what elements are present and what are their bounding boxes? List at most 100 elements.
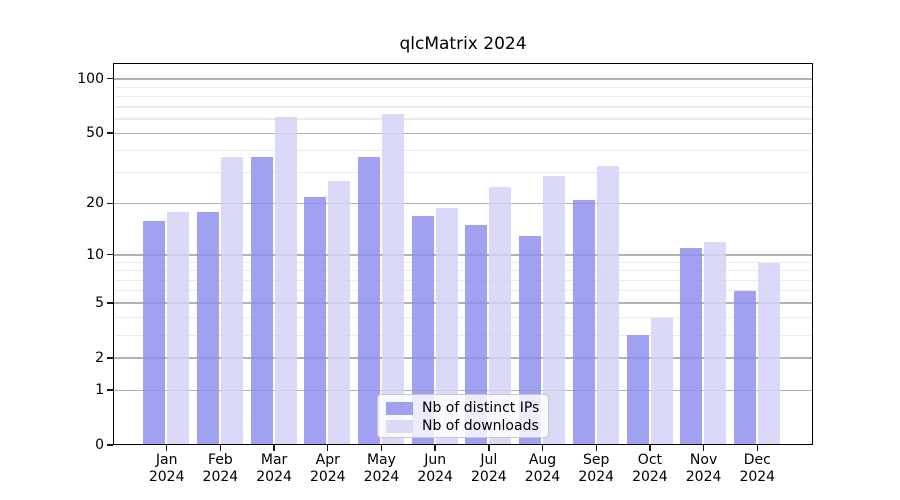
gridline-major (114, 132, 812, 134)
x-axis-tick-label: Dec 2024 (725, 452, 789, 486)
x-tick-year: 2024 (685, 469, 722, 485)
x-axis-tick (541, 445, 544, 451)
legend: Nb of distinct IPs Nb of downloads (377, 394, 549, 438)
x-axis-tick-label: May 2024 (349, 452, 413, 486)
gridline-minor (114, 261, 812, 264)
gridline-major (114, 357, 812, 359)
x-axis-tick-label: Nov 2024 (672, 452, 736, 486)
bar-downloads-sep (596, 165, 619, 444)
gridline-minor (114, 86, 812, 88)
x-axis-tick-label: Sep 2024 (564, 452, 628, 486)
y-axis-tick-label: 2 (95, 349, 104, 366)
bar-ips-aug (519, 236, 542, 444)
legend-swatch-downloads-icon (386, 419, 413, 433)
y-axis-tick-label: 5 (95, 294, 104, 311)
bar-ips-feb (196, 211, 219, 444)
x-axis-tick-label: Oct 2024 (618, 452, 682, 486)
x-tick-month: May (366, 452, 396, 468)
bar-downloads-apr (328, 181, 351, 444)
x-tick-year: 2024 (524, 469, 561, 485)
bar-downloads-may (382, 114, 405, 444)
x-tick-year: 2024 (309, 469, 346, 485)
x-axis-tick (327, 445, 329, 451)
bar-ips-jun (411, 216, 434, 444)
gridline-major (114, 389, 812, 391)
gridline-major (114, 203, 812, 205)
x-axis-tick (434, 445, 436, 451)
x-tick-year: 2024 (578, 469, 615, 485)
y-axis-tick-label: 1 (95, 381, 104, 398)
y-axis-tick-label: 0 (95, 437, 104, 453)
x-tick-year: 2024 (471, 469, 507, 485)
x-tick-month: Jan (155, 452, 178, 468)
gridline-major (114, 254, 812, 256)
x-tick-month: Jul (480, 452, 498, 468)
bar-downloads-nov (704, 241, 727, 444)
gridline-minor (114, 279, 812, 281)
legend-label-distinct-ips: Nb of distinct IPs (422, 400, 540, 416)
x-axis-tick (219, 445, 222, 451)
legend-item-downloads: Nb of downloads (386, 417, 540, 435)
x-tick-year: 2024 (202, 469, 239, 485)
x-tick-month: Mar (260, 452, 288, 468)
x-axis-tick (702, 445, 705, 451)
y-axis-tick-label: 50 (86, 125, 104, 141)
x-axis-tick (756, 445, 758, 451)
bar-ips-mar (250, 156, 273, 444)
bar-downloads-aug (543, 175, 566, 444)
gridline-minor (114, 270, 812, 272)
x-tick-year: 2024 (632, 469, 668, 485)
legend-swatch-distinct-ips-icon (386, 401, 413, 415)
bar-downloads-jul (489, 186, 512, 444)
bar-ips-sep (572, 200, 595, 444)
x-axis-tick-label: Feb 2024 (188, 452, 252, 486)
y-axis-tick (107, 357, 113, 359)
bar-ips-jan (143, 220, 166, 444)
y-axis-tick (107, 302, 113, 304)
x-tick-year: 2024 (363, 469, 400, 485)
y-axis-tick (107, 444, 113, 446)
x-tick-month: Dec (743, 452, 771, 468)
x-tick-year: 2024 (739, 469, 776, 485)
x-tick-month: Feb (207, 452, 233, 468)
gridline-minor (114, 149, 812, 152)
x-axis-tick (166, 445, 168, 451)
x-axis-tick (595, 445, 597, 451)
x-tick-year: 2024 (148, 469, 185, 485)
gridline-major (114, 78, 812, 80)
y-axis-tick (107, 132, 113, 134)
bar-downloads-mar (274, 116, 297, 444)
gridline-minor (114, 95, 812, 98)
y-axis-tick-label: 10 (86, 246, 104, 263)
bar-downloads-oct (650, 317, 673, 444)
x-axis-tick (488, 445, 490, 451)
legend-item-distinct-ips: Nb of distinct IPs (386, 399, 540, 417)
bar-ips-nov (680, 248, 703, 444)
x-axis-tick-label: Mar 2024 (242, 452, 306, 486)
y-axis-tick-label: 20 (86, 195, 104, 212)
x-axis-tick-label: Jun 2024 (403, 452, 467, 486)
bar-ips-may (358, 156, 381, 444)
plot-area (113, 63, 813, 445)
x-axis-tick (380, 445, 383, 451)
x-tick-month: Oct (637, 452, 663, 468)
bar-downloads-dec (757, 262, 780, 444)
x-tick-month: Nov (689, 452, 718, 468)
y-axis-tick-label: 100 (77, 70, 104, 87)
bar-ips-jul (465, 225, 488, 444)
bar-downloads-feb (220, 156, 243, 444)
legend-label-downloads: Nb of downloads (422, 418, 539, 434)
x-tick-month: Sep (583, 452, 610, 468)
x-axis-tick-label: Apr 2024 (296, 452, 360, 486)
y-axis-tick (107, 78, 113, 80)
x-tick-month: Apr (315, 452, 340, 468)
x-axis-tick-label: Aug 2024 (511, 452, 575, 486)
y-axis-tick (107, 389, 113, 391)
y-axis-tick (107, 254, 113, 256)
gridline-minor (114, 290, 812, 292)
x-axis-tick (273, 445, 275, 451)
bar-ips-oct (626, 335, 649, 444)
bar-downloads-jun (435, 207, 458, 444)
gridline-major (114, 302, 812, 304)
